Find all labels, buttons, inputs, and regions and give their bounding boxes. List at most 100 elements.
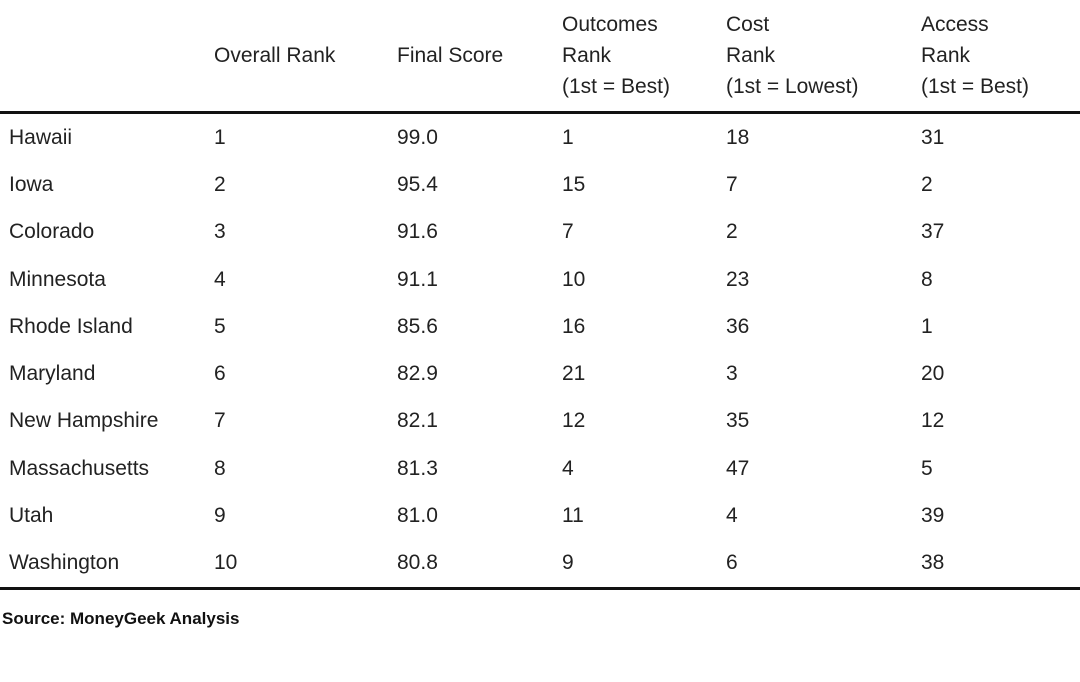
cell-final-score: 80.8 (397, 539, 562, 590)
table-row: Minnesota 4 91.1 10 23 8 (0, 256, 1080, 303)
table-row: Colorado 3 91.6 7 2 37 (0, 209, 1080, 256)
cell-access-rank: 31 (921, 125, 945, 149)
cell-state: Minnesota (9, 267, 106, 291)
cell-state: Colorado (9, 220, 95, 244)
cell-cost-rank: 6 (726, 539, 921, 590)
header-line: (1st = Best) (921, 75, 1029, 98)
cell-final-score: 95.4 (397, 172, 438, 196)
header-line (214, 9, 397, 40)
cell-access-rank: 12 (921, 409, 945, 433)
header-final-score: Final Score (397, 0, 562, 114)
table-row: Iowa 2 95.4 15 7 2 (0, 161, 1080, 208)
cell-final-score: 81.3 (397, 456, 438, 480)
cell-outcomes-rank: 21 (562, 362, 586, 386)
header-overall-rank: Overall Rank (214, 0, 397, 114)
cell-state: Maryland (9, 362, 96, 386)
cell-cost-rank: 18 (726, 125, 750, 149)
header-line: Overall Rank (214, 44, 336, 67)
cell-outcomes-rank: 9 (562, 539, 726, 590)
table-row: Massachusetts 8 81.3 4 47 5 (0, 445, 1080, 492)
table-row: Washington 10 80.8 9 6 38 (0, 539, 1080, 590)
header-line: Rank (562, 44, 612, 67)
header-access-rank: Access Rank (1st = Best) (921, 0, 1080, 114)
header-line: Access (921, 13, 989, 36)
cell-outcomes-rank: 12 (562, 409, 586, 433)
cell-access-rank: 39 (921, 504, 945, 528)
header-line (9, 9, 214, 40)
cell-final-score: 82.9 (397, 362, 438, 386)
cell-outcomes-rank: 7 (562, 220, 574, 244)
cell-access-rank: 20 (921, 362, 945, 386)
cell-overall-rank: 1 (214, 125, 226, 149)
cell-outcomes-rank: 11 (562, 504, 584, 528)
cell-cost-rank: 47 (726, 456, 750, 480)
cell-state: Utah (9, 504, 54, 528)
cell-overall-rank: 2 (214, 172, 226, 196)
header-line (397, 71, 562, 102)
header-line: Outcomes (562, 13, 658, 36)
cell-cost-rank: 23 (726, 267, 750, 291)
table-row: Utah 9 81.0 11 4 39 (0, 492, 1080, 539)
header-row: Overall Rank Final Score Outcomes Rank (… (0, 0, 1080, 114)
rankings-table-container: Overall Rank Final Score Outcomes Rank (… (0, 0, 1080, 590)
cell-final-score: 85.6 (397, 314, 438, 338)
header-line: (1st = Best) (562, 75, 670, 98)
cell-outcomes-rank: 16 (562, 314, 586, 338)
cell-overall-rank: 7 (214, 409, 226, 433)
cell-state: Hawaii (9, 125, 73, 149)
cell-overall-rank: 9 (214, 504, 226, 528)
cell-overall-rank: 10 (214, 539, 397, 590)
table-row: New Hampshire 7 82.1 12 35 12 (0, 398, 1080, 445)
cell-overall-rank: 4 (214, 267, 226, 291)
state-rankings-table: Overall Rank Final Score Outcomes Rank (… (0, 0, 1080, 590)
header-line: Cost (726, 13, 770, 36)
cell-overall-rank: 3 (214, 220, 226, 244)
cell-state: Iowa (9, 172, 54, 196)
cell-state: Rhode Island (9, 314, 133, 338)
header-line: Final Score (397, 44, 504, 67)
header-line: Rank (921, 44, 971, 67)
cell-access-rank: 37 (921, 220, 945, 244)
cell-overall-rank: 5 (214, 314, 226, 338)
cell-outcomes-rank: 4 (562, 456, 574, 480)
cell-cost-rank: 2 (726, 220, 738, 244)
cell-final-score: 81.0 (397, 504, 438, 528)
header-cost-rank: Cost Rank (1st = Lowest) (726, 0, 921, 114)
cell-access-rank: 1 (921, 314, 933, 338)
header-line (9, 71, 214, 102)
cell-overall-rank: 6 (214, 362, 226, 386)
cell-overall-rank: 8 (214, 456, 226, 480)
header-line (397, 9, 562, 40)
table-header: Overall Rank Final Score Outcomes Rank (… (0, 0, 1080, 114)
header-line (9, 40, 214, 71)
cell-access-rank: 2 (921, 172, 933, 196)
cell-cost-rank: 7 (726, 172, 738, 196)
header-line: Rank (726, 44, 776, 67)
cell-access-rank: 5 (921, 456, 933, 480)
header-line: (1st = Lowest) (726, 75, 859, 98)
cell-state: Washington (0, 539, 214, 590)
header-state (0, 0, 214, 114)
cell-outcomes-rank: 10 (562, 267, 586, 291)
cell-cost-rank: 4 (726, 504, 738, 528)
cell-final-score: 91.1 (397, 267, 438, 291)
table-row: Maryland 6 82.9 21 3 20 (0, 350, 1080, 397)
header-line (214, 71, 397, 102)
table-body: Hawaii 1 99.0 1 18 31 Iowa 2 95.4 15 7 2… (0, 113, 1080, 590)
cell-state: New Hampshire (9, 409, 159, 433)
cell-cost-rank: 36 (726, 314, 750, 338)
table-row: Hawaii 1 99.0 1 18 31 (0, 113, 1080, 162)
cell-outcomes-rank: 15 (562, 172, 586, 196)
cell-access-rank: 8 (921, 267, 933, 291)
cell-outcomes-rank: 1 (562, 125, 574, 149)
header-outcomes-rank: Outcomes Rank (1st = Best) (562, 0, 726, 114)
cell-cost-rank: 35 (726, 409, 750, 433)
source-note: Source: MoneyGeek Analysis (2, 609, 240, 628)
table-row: Rhode Island 5 85.6 16 36 1 (0, 303, 1080, 350)
cell-cost-rank: 3 (726, 362, 738, 386)
cell-final-score: 82.1 (397, 409, 438, 433)
cell-final-score: 99.0 (397, 125, 438, 149)
cell-access-rank: 38 (921, 539, 1080, 590)
cell-state: Massachusetts (9, 456, 150, 480)
cell-final-score: 91.6 (397, 220, 438, 244)
